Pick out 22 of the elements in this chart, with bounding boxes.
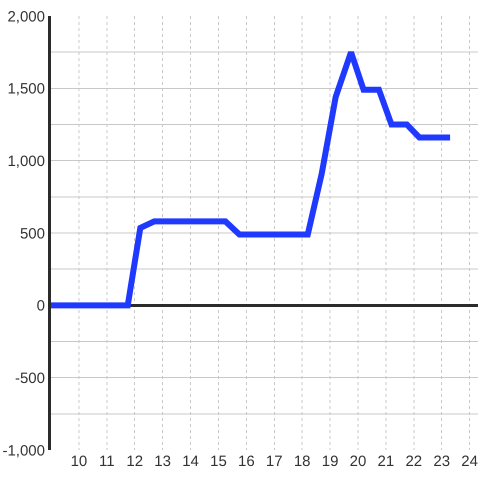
y-tick-label: 1,500 [7,80,45,98]
x-tick-label: 19 [322,453,338,470]
y-tick-label: 2,000 [7,8,45,26]
x-tick-label: 13 [154,453,171,470]
x-tick-label: 15 [210,453,227,470]
x-tick-label: 10 [70,453,88,470]
x-tick-label: 24 [461,453,478,470]
y-tick-label: 0 [36,298,45,315]
x-tick-label: 22 [405,453,422,470]
y-tick-label: 500 [20,225,45,242]
x-tick-label: 20 [350,453,366,470]
x-tick-label: 21 [378,453,394,470]
x-tick-label: 18 [294,453,311,470]
y-tick-label: 1,000 [7,152,45,170]
x-tick-label: 12 [126,453,144,470]
y-tick-label: -1,000 [2,442,45,460]
y-tick-label: -500 [14,370,45,387]
x-tick-label: 11 [99,453,115,470]
x-tick-label: 23 [433,453,450,470]
x-tick-label: 17 [266,453,283,470]
x-tick-label: 14 [182,453,199,470]
x-tick-label: 16 [238,453,255,470]
